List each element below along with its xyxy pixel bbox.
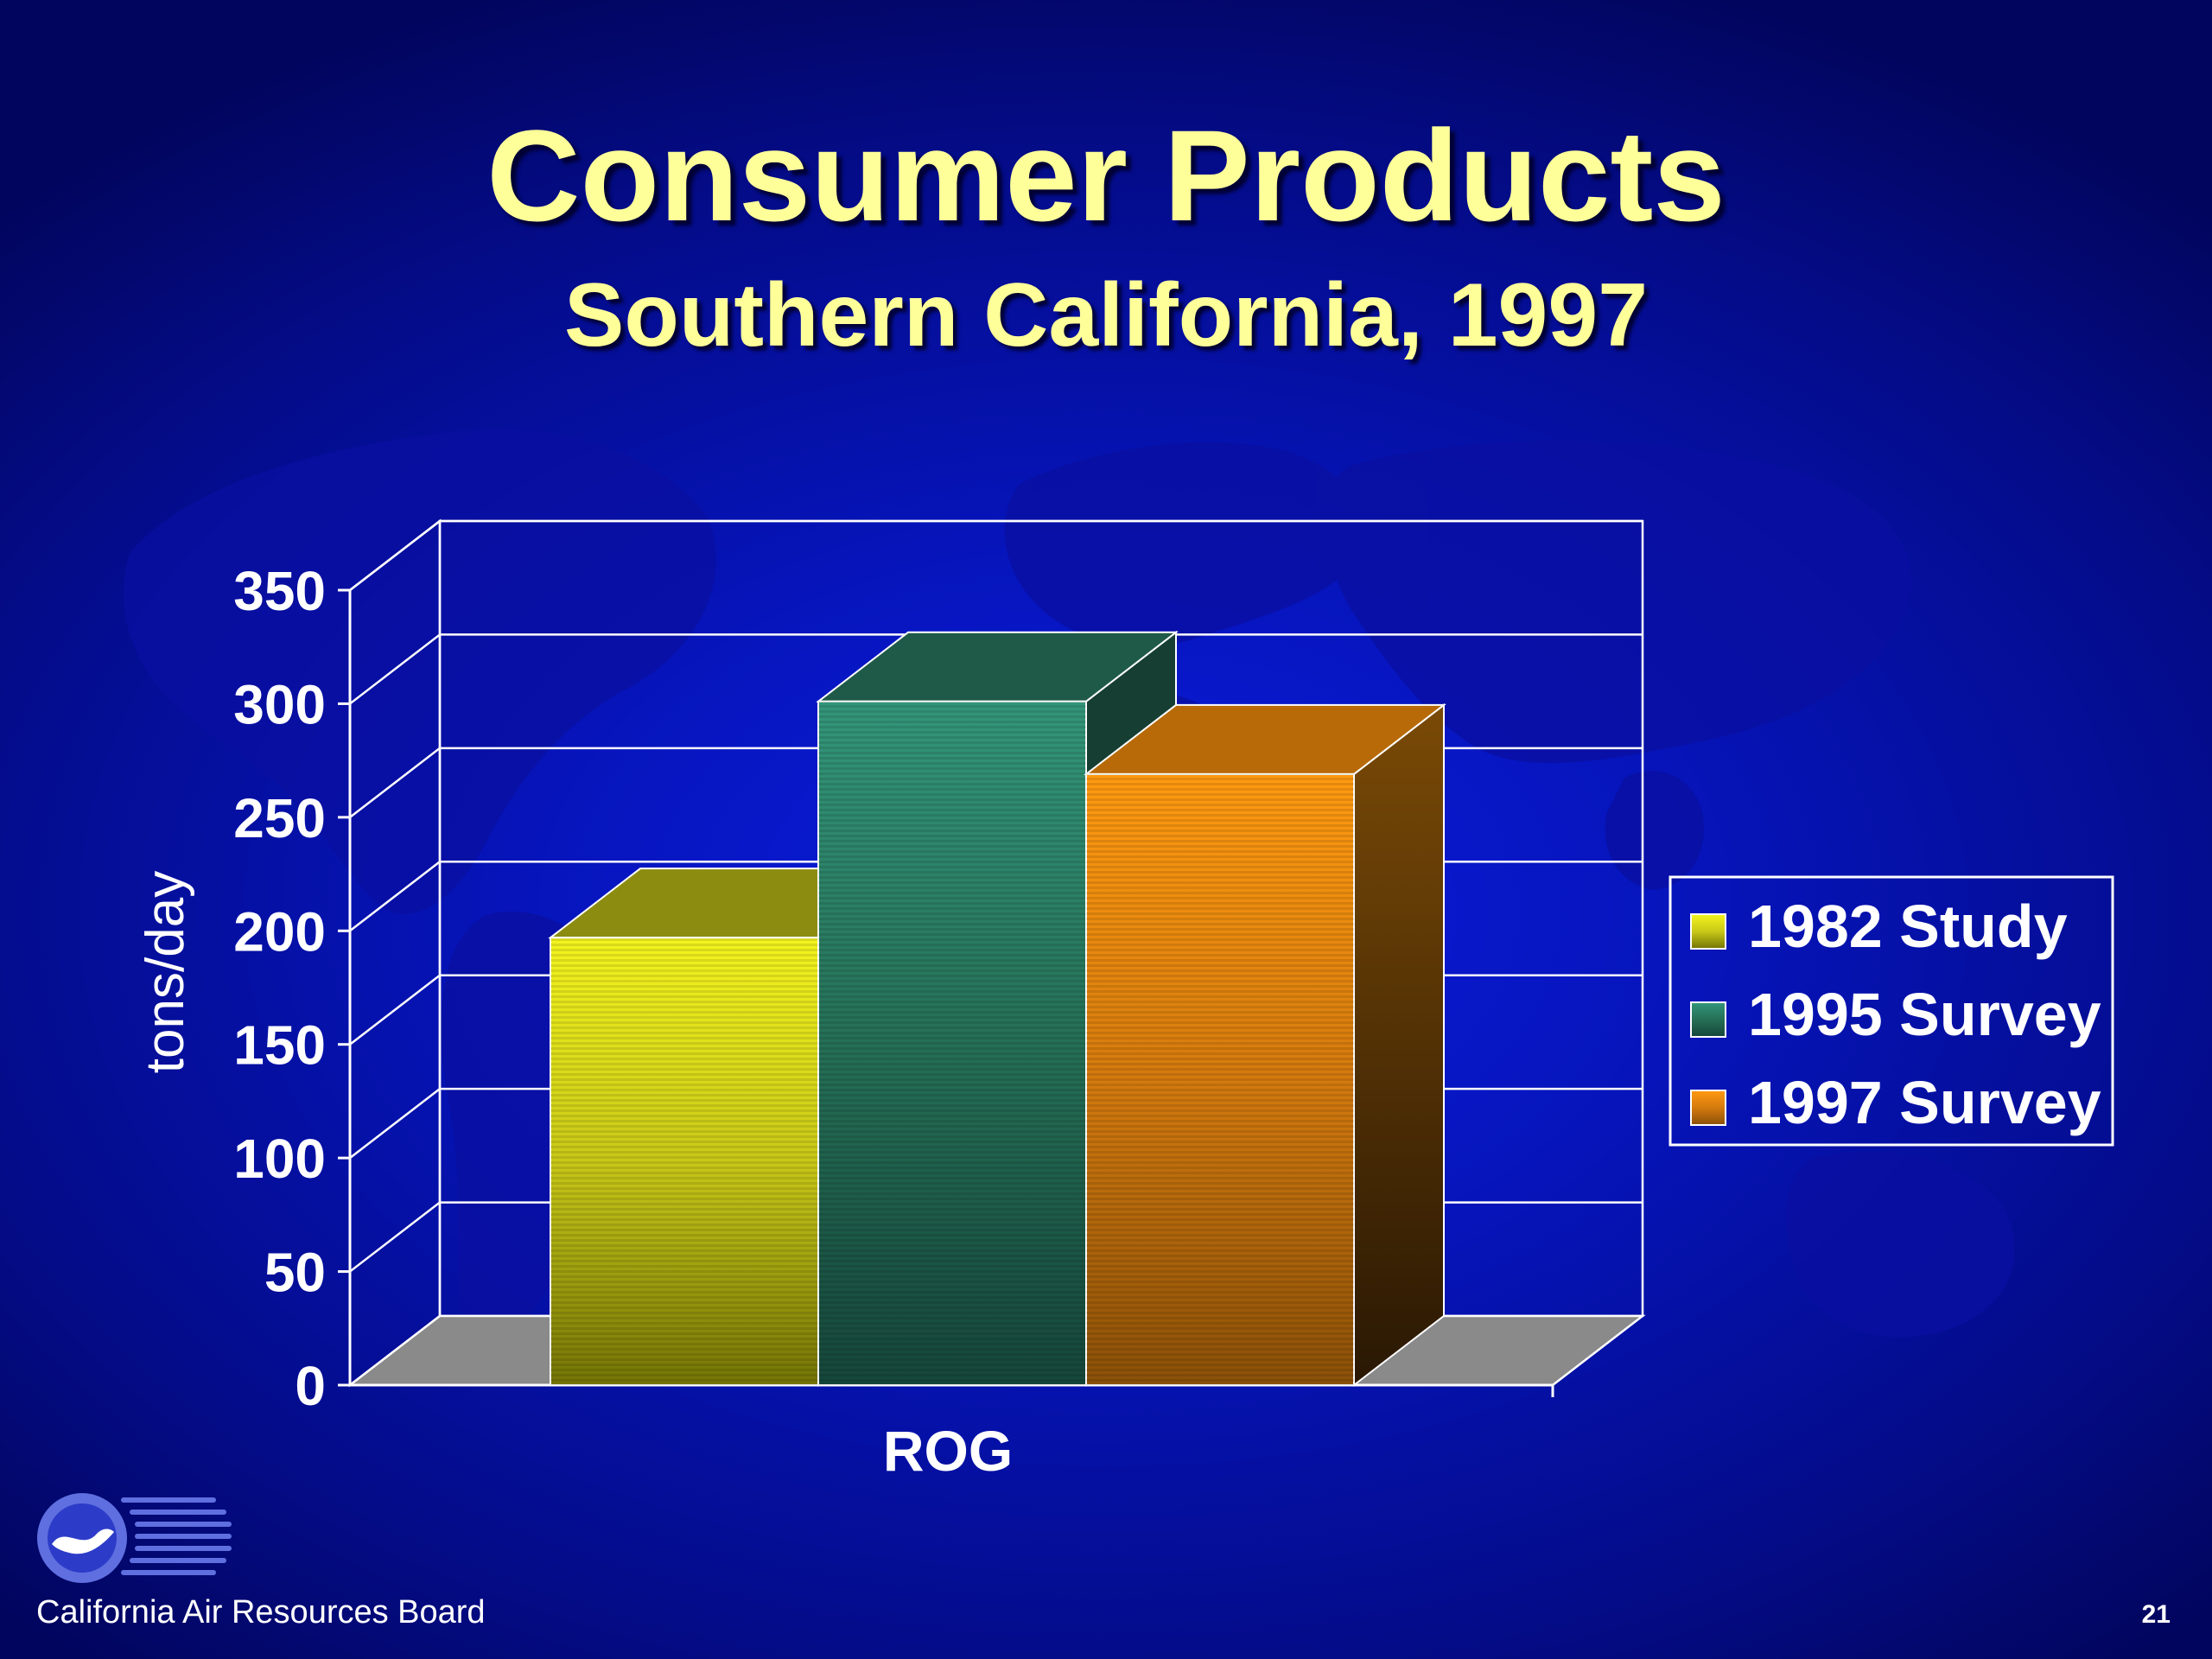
legend-swatch-0 [1690, 913, 1726, 950]
gridline-side [349, 747, 441, 818]
chart-side-wall [348, 518, 442, 1388]
gridline-side [349, 1088, 441, 1160]
bar-texture [550, 938, 818, 1385]
bar-series-group [548, 630, 1446, 1388]
gridline-side [349, 520, 441, 591]
bar-texture [818, 701, 1086, 1385]
bar-1997-survey [1084, 702, 1446, 1388]
legend-swatch-2 [1690, 1090, 1726, 1126]
y-axis-title: tons/day [136, 871, 195, 1073]
bar-side-face [1353, 702, 1445, 1388]
y-tick-label: 350 [233, 560, 326, 622]
slide-title: Consumer Products [486, 103, 1726, 248]
y-tick-label: 0 [295, 1355, 326, 1417]
gridline-side [349, 974, 441, 1046]
y-tick-label: 250 [233, 787, 326, 849]
gridline-side [349, 861, 441, 932]
legend-entry-0: 1982 Study [1748, 893, 2068, 960]
x-category-label: ROG [883, 1419, 1013, 1483]
legend-swatch-1 [1690, 1001, 1726, 1038]
y-tick-label: 300 [233, 673, 326, 735]
bar-texture [1086, 773, 1354, 1385]
legend-entry-1: 1995 Survey [1748, 981, 2101, 1048]
gridline-side [349, 1201, 441, 1273]
carb-logo-icon [37, 1493, 232, 1583]
y-tick-label: 150 [233, 1014, 326, 1077]
y-tick-label: 200 [233, 900, 326, 963]
y-tick-label: 100 [233, 1128, 326, 1190]
footer-organization: California Air Resources Board [36, 1594, 486, 1630]
legend-box [1669, 875, 2114, 1147]
legend-entry-2: 1997 Survey [1748, 1069, 2101, 1136]
y-tick-label: 50 [264, 1242, 326, 1304]
gridline-side [349, 633, 441, 705]
page-number: 21 [2141, 1600, 2171, 1629]
slide-subtitle: Southern California, 1997 [563, 265, 1649, 365]
chart-legend: 1982 Study 1995 Survey 1997 Survey [1669, 875, 2114, 1147]
